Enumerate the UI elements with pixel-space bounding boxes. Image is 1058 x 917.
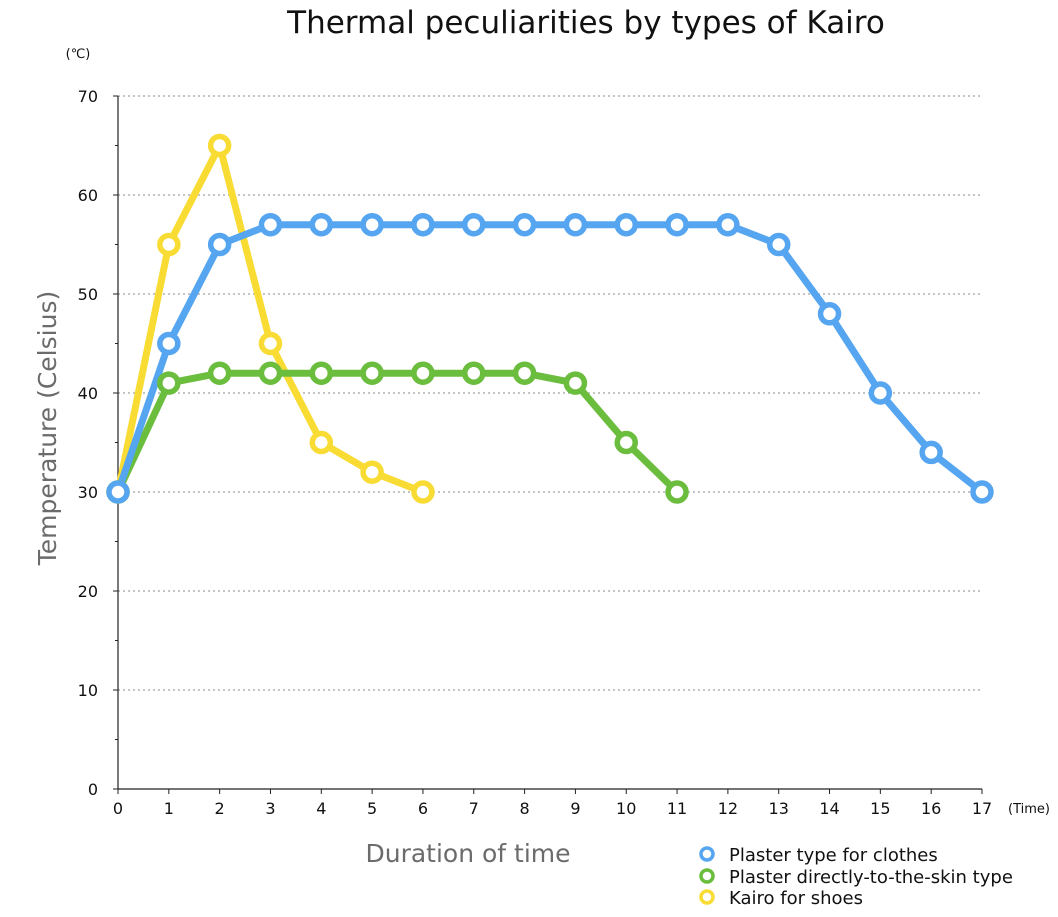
- series-1-point-10: [614, 430, 638, 455]
- series-line-1: [114, 369, 681, 496]
- series-0-point-0: [106, 480, 130, 504]
- x-tick-labels: 0 1 2 3 4 5 6 7 8 9 10 11 12 13 14 15 16 17: [113, 799, 992, 818]
- x-tick-label-9: 9: [570, 799, 580, 818]
- series-1-point-9: [563, 371, 588, 395]
- x-tick-label-5: 5: [367, 799, 377, 818]
- series-0-point-8: [512, 212, 537, 237]
- series-1-point-5: [360, 361, 384, 385]
- series-1-point-11: [665, 480, 689, 504]
- chart-title: Thermal peculiarities by types of Kairo: [286, 5, 885, 41]
- axes: [113, 95, 983, 794]
- series-0-point-5: [360, 212, 384, 237]
- y-axis-title: Temperature (Celsius): [33, 291, 62, 566]
- series-2-point-3: [258, 331, 283, 356]
- x-tick-label-14: 14: [819, 799, 839, 818]
- series-2-point-4: [309, 430, 334, 455]
- gridlines: [118, 95, 982, 691]
- series-0-point-11: [665, 212, 689, 237]
- series-2-point-6: [411, 480, 435, 504]
- plot-area: [106, 133, 994, 504]
- x-tick-label-4: 4: [316, 799, 326, 818]
- legend-label-2: Kairo for shoes: [729, 888, 863, 909]
- series-line-2: [114, 142, 427, 496]
- series-0-point-9: [563, 212, 588, 237]
- series-0-point-1: [157, 331, 181, 356]
- y-axis-unit: (℃): [66, 47, 91, 62]
- series-0-point-13: [766, 232, 791, 257]
- series-1-point-2: [207, 361, 232, 385]
- y-tick-label-30: 30: [78, 483, 98, 502]
- y-tick-label-20: 20: [78, 582, 98, 601]
- x-tick-label-16: 16: [921, 799, 941, 818]
- series-0-point-3: [258, 212, 283, 237]
- series-2-point-1: [157, 232, 181, 257]
- series-1-point-7: [462, 361, 486, 385]
- y-tick-label-0: 0: [88, 780, 98, 799]
- series-0-point-7: [462, 212, 486, 237]
- x-tick-label-3: 3: [265, 799, 275, 818]
- x-axis-unit: (Time): [1008, 802, 1050, 817]
- x-tick-label-11: 11: [667, 799, 687, 818]
- x-tick-label-0: 0: [113, 799, 123, 818]
- legend-marker-2: [699, 889, 715, 905]
- series-1-point-1: [157, 371, 181, 395]
- legend-marker-0: [699, 846, 715, 862]
- x-tick-label-13: 13: [769, 799, 789, 818]
- y-tick-label-60: 60: [78, 186, 98, 205]
- series-2-point-2: [207, 133, 232, 158]
- series-0-point-12: [716, 212, 740, 237]
- series-0-point-14: [817, 302, 842, 326]
- y-tick-label-40: 40: [78, 384, 98, 403]
- x-tick-label-8: 8: [519, 799, 529, 818]
- x-axis-title: Duration of time: [365, 839, 570, 868]
- x-tick-label-17: 17: [972, 799, 992, 818]
- y-tick-label-70: 70: [78, 87, 98, 106]
- series-0-point-2: [207, 232, 232, 257]
- legend-label-1: Plaster directly-to-the-skin type: [729, 867, 1013, 888]
- series-0-point-15: [868, 381, 893, 405]
- y-tick-label-50: 50: [78, 285, 98, 304]
- series-1-point-3: [258, 361, 283, 385]
- series-2-point-5: [360, 460, 384, 484]
- series-0-point-6: [411, 212, 435, 237]
- x-tick-label-12: 12: [718, 799, 738, 818]
- legend-label-0: Plaster type for clothes: [729, 845, 938, 866]
- series-1-point-4: [309, 361, 334, 385]
- x-tick-label-6: 6: [418, 799, 428, 818]
- series-0-point-16: [919, 440, 943, 465]
- legend-marker-1: [699, 868, 715, 884]
- series-1-point-6: [411, 361, 435, 385]
- x-tick-label-15: 15: [870, 799, 890, 818]
- series-0-point-4: [309, 212, 334, 237]
- x-tick-label-1: 1: [164, 799, 174, 818]
- series-0-point-17: [970, 480, 994, 504]
- series-1-point-8: [512, 361, 537, 385]
- y-tick-label-10: 10: [78, 681, 98, 700]
- x-tick-label-2: 2: [215, 799, 225, 818]
- x-tick-label-7: 7: [469, 799, 479, 818]
- series-0-point-10: [614, 212, 638, 237]
- x-tick-label-10: 10: [616, 799, 636, 818]
- y-tick-labels: 0 10 20 30 40 50 60 70: [78, 87, 98, 799]
